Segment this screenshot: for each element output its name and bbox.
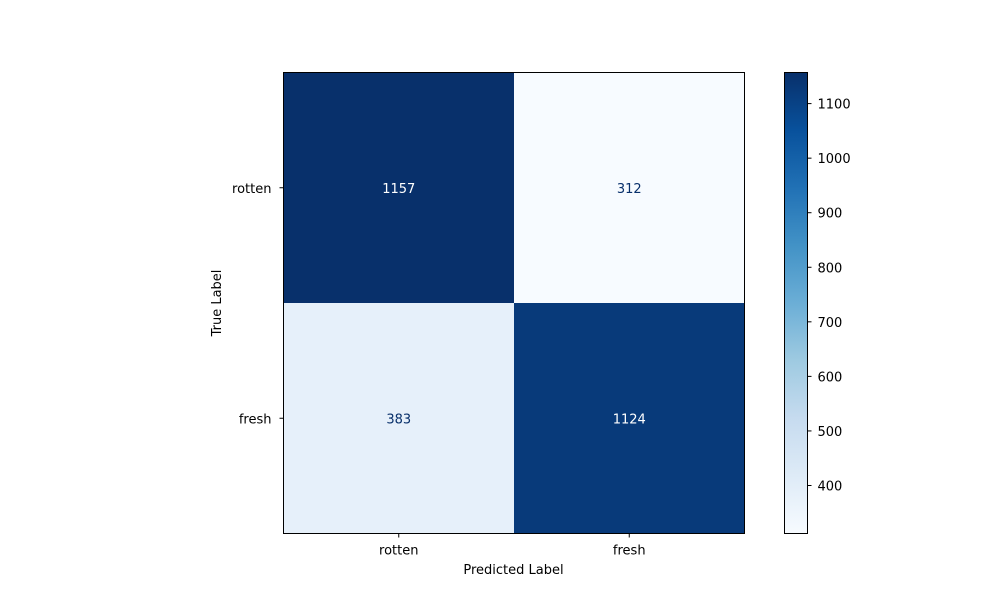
y-tick-label: fresh bbox=[239, 412, 272, 427]
colorbar-tick-label: 1100 bbox=[818, 98, 851, 113]
matrix-cell bbox=[283, 303, 515, 534]
matrix-cell bbox=[514, 303, 745, 534]
colorbar-tick-label: 600 bbox=[818, 370, 843, 385]
cell-value-label: 1157 bbox=[382, 182, 415, 197]
matrix-cell bbox=[514, 72, 745, 304]
x-axis-label: Predicted Label bbox=[463, 563, 563, 578]
colorbar-tick-label: 900 bbox=[818, 207, 843, 222]
matrix-cell-labels: 1157 312 383 1124 bbox=[382, 182, 646, 428]
colorbar-tick-label: 500 bbox=[818, 425, 843, 440]
matrix-cell bbox=[283, 72, 515, 304]
plot-frame bbox=[283, 72, 745, 534]
y-axis-ticks: rotten fresh bbox=[232, 182, 284, 427]
cell-value-label: 312 bbox=[617, 182, 642, 197]
y-axis-label: True Label bbox=[210, 270, 225, 338]
colorbar-tick-label: 1000 bbox=[818, 152, 851, 167]
colorbar-tick-label: 800 bbox=[818, 261, 843, 276]
x-tick-label: fresh bbox=[613, 544, 646, 559]
x-tick-label: rotten bbox=[379, 544, 418, 559]
y-tick-label: rotten bbox=[232, 182, 271, 197]
colorbar-ticks: 400 500 600 700 800 900 1000 1100 bbox=[807, 98, 851, 494]
cell-value-label: 1124 bbox=[613, 412, 646, 427]
colorbar-tick-label: 700 bbox=[818, 316, 843, 331]
cell-value-label: 383 bbox=[386, 412, 411, 427]
x-axis-ticks: rotten fresh bbox=[379, 533, 646, 559]
colorbar-tick-label: 400 bbox=[818, 479, 843, 494]
matrix-cells bbox=[283, 72, 745, 534]
colorbar bbox=[784, 72, 808, 534]
